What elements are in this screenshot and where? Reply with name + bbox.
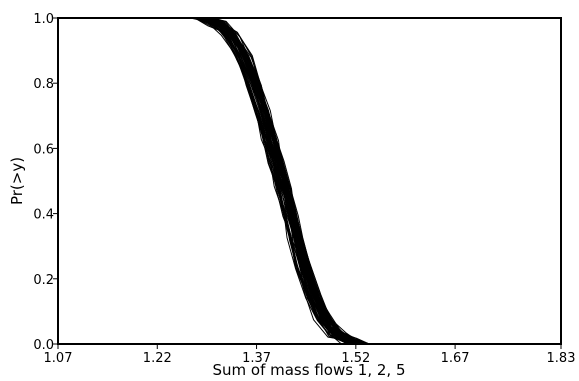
plot-frame (57, 17, 562, 345)
x-tick-label: 1.22 (143, 351, 172, 366)
x-tick-label: 1.83 (547, 351, 576, 366)
y-axis-ticks: 0.0 0.2 0.4 0.6 0.8 1.0 (33, 12, 58, 353)
x-tick-label: 1.07 (44, 351, 73, 366)
curve-bundle (190, 17, 373, 345)
survival-curve (197, 17, 362, 345)
x-tick-label: 1.67 (441, 351, 470, 366)
y-axis-title: Pr(>y) (8, 157, 26, 205)
survival-curve (199, 17, 358, 345)
y-tick-label: 1.0 (33, 12, 54, 27)
y-tick-label: 0.0 (33, 338, 54, 353)
x-axis-title: Sum of mass flows 1, 2, 5 (212, 361, 405, 379)
y-tick-label: 0.8 (33, 77, 54, 92)
survival-curve (198, 17, 364, 345)
y-tick-label: 0.6 (33, 142, 54, 157)
x-tick-label: 1.37 (242, 351, 271, 366)
survival-curve (195, 17, 356, 345)
x-tick-label: 1.52 (341, 351, 370, 366)
y-tick-label: 0.2 (33, 273, 54, 288)
survival-curve (205, 17, 367, 345)
x-axis-ticks: 1.07 1.22 1.37 1.52 1.67 1.83 (44, 344, 576, 366)
y-tick-label: 0.4 (33, 208, 54, 223)
survival-curve (210, 17, 369, 345)
